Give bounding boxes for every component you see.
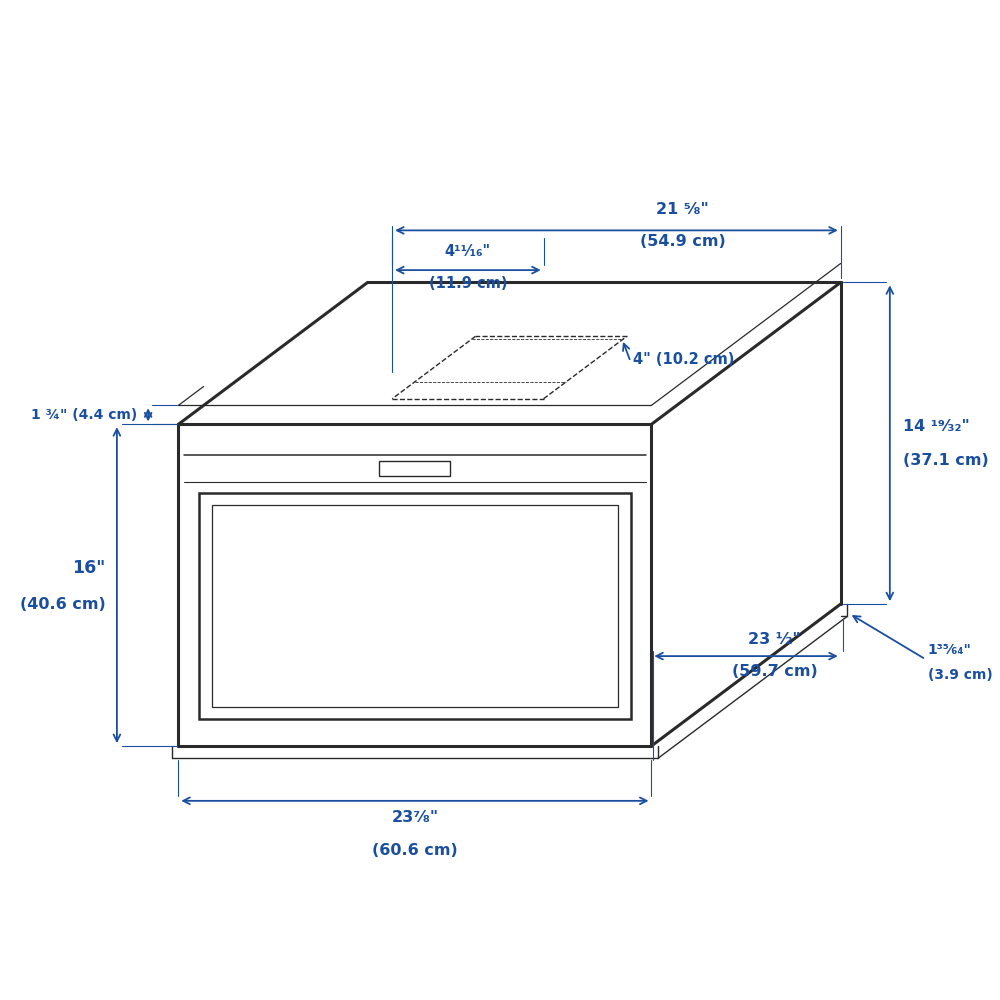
Text: 4¹¹⁄₁₆": 4¹¹⁄₁₆"	[445, 244, 491, 259]
Text: (59.7 cm): (59.7 cm)	[732, 664, 817, 679]
Text: (3.9 cm): (3.9 cm)	[928, 668, 992, 682]
Text: 23 ½": 23 ½"	[748, 632, 801, 647]
Text: 1 ¾" (4.4 cm): 1 ¾" (4.4 cm)	[31, 408, 137, 422]
Bar	[212, 505, 618, 707]
Text: (37.1 cm): (37.1 cm)	[903, 453, 989, 468]
Text: 16": 16"	[72, 559, 106, 577]
Text: 21 ⁵⁄₈": 21 ⁵⁄₈"	[656, 202, 709, 217]
Text: 4" (10.2 cm): 4" (10.2 cm)	[633, 352, 734, 367]
Text: (54.9 cm): (54.9 cm)	[640, 234, 726, 249]
Text: 14 ¹⁹⁄₃₂": 14 ¹⁹⁄₃₂"	[903, 419, 970, 434]
Text: 1³⁵⁄₆₄": 1³⁵⁄₆₄"	[928, 643, 972, 657]
Text: (11.9 cm): (11.9 cm)	[429, 276, 507, 291]
Text: 23⁷⁄₈": 23⁷⁄₈"	[391, 810, 438, 825]
Text: (40.6 cm): (40.6 cm)	[20, 597, 106, 612]
Bar	[199, 493, 631, 719]
Text: (60.6 cm): (60.6 cm)	[372, 843, 458, 858]
